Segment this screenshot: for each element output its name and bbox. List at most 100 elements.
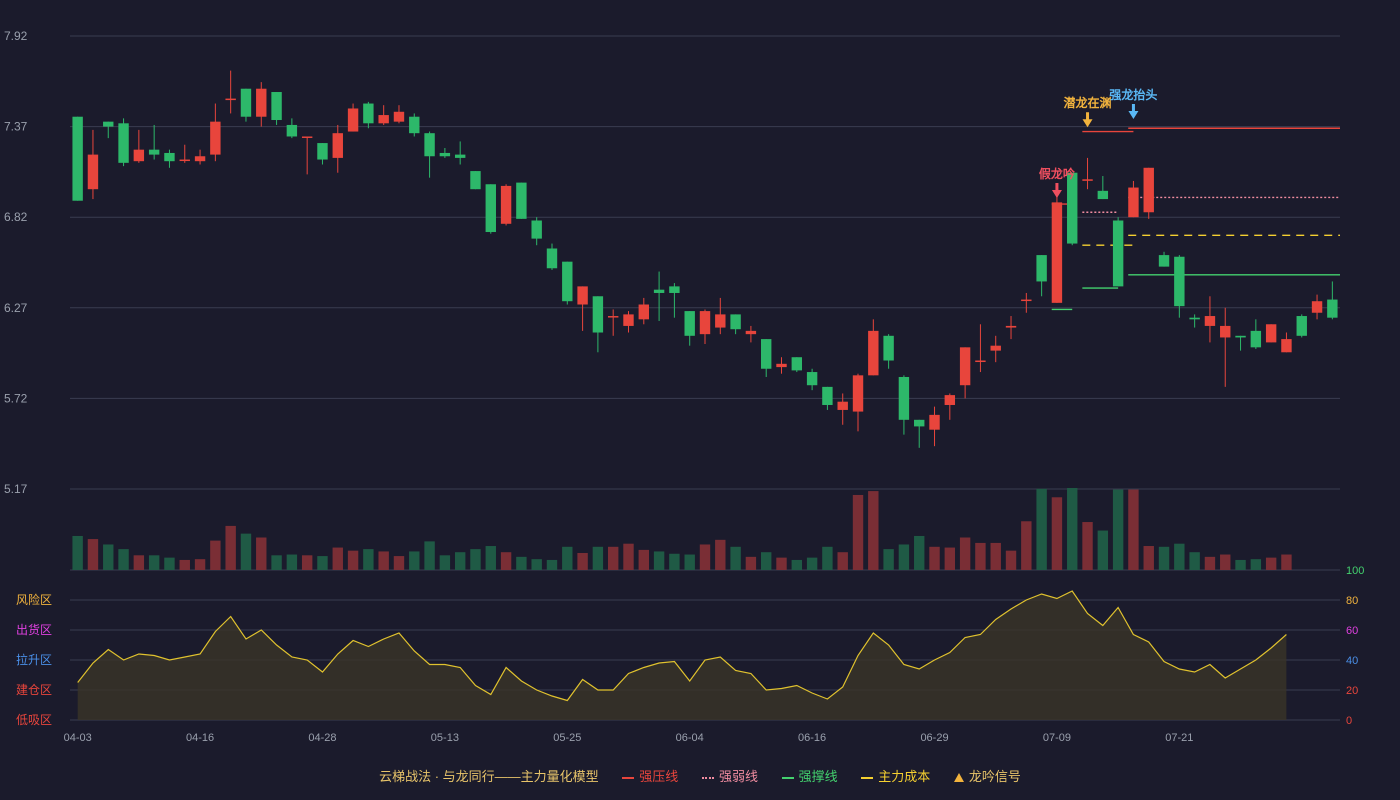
legend-item-pressure-line[interactable]: 强压线 (622, 766, 678, 785)
candle-body (179, 159, 190, 162)
volume-bar (347, 550, 359, 570)
candle-body (1296, 316, 1307, 336)
zone-label: 拉升区 (16, 652, 52, 667)
candle-body (1235, 335, 1246, 338)
triangle-icon (953, 773, 964, 783)
candle-body (1204, 316, 1216, 326)
volume-bar (776, 557, 787, 570)
price-tick-label: 6.82 (4, 210, 28, 224)
candle-body (898, 376, 910, 420)
candle-body (776, 363, 787, 368)
indicator-tick-label: 60 (1346, 625, 1358, 637)
volume-bar (577, 552, 588, 570)
volume-bar (500, 552, 512, 570)
volume-bar (393, 556, 405, 570)
date-tick-label: 06-16 (798, 732, 826, 744)
candle-body (148, 149, 160, 155)
candle-body (562, 261, 573, 302)
candle-body (959, 347, 971, 386)
volume-bar (944, 547, 956, 570)
indicator-tick-label: 80 (1346, 595, 1358, 607)
volume-bar (669, 553, 680, 570)
volume-bar (118, 549, 129, 570)
indicator-tick-label: 100 (1346, 565, 1364, 577)
candle-body (164, 152, 175, 162)
candle-body (393, 111, 405, 122)
volume-bar (1021, 521, 1032, 570)
legend-item-support-line[interactable]: 强撑线 (781, 766, 838, 785)
dashed-line-icon (861, 776, 874, 779)
candle-body (868, 330, 879, 376)
volume-bar (791, 559, 803, 570)
volume-bar (1051, 497, 1063, 570)
candle-body (684, 311, 695, 336)
volume-bar (883, 549, 894, 570)
date-tick-label: 06-29 (920, 732, 948, 744)
volume-bar (975, 542, 986, 570)
candle-body (363, 103, 374, 124)
zone-label: 建仓区 (16, 683, 52, 697)
volume-bar (133, 555, 145, 570)
candle-body (133, 149, 145, 162)
candle-body (944, 395, 956, 405)
candle-body (1067, 172, 1078, 244)
signal-label: 假龙吟 (1039, 166, 1075, 181)
volume-bar (1143, 546, 1154, 570)
volume-bar (454, 552, 466, 570)
legend-title: 云梯战法 · 与龙同行——主力量化模型 (379, 769, 599, 784)
volume-bar (1082, 522, 1093, 570)
legend-item-weak-line[interactable]: 强弱线 (701, 766, 758, 785)
candle-body (118, 123, 129, 163)
candle-body (1158, 255, 1170, 267)
volume-bar (1067, 488, 1078, 570)
volume-bar (607, 546, 619, 570)
volume-bar (562, 546, 573, 570)
legend-item-dragon-signal[interactable]: 龙吟信号 (953, 766, 1021, 785)
legend-label: 主力成本 (878, 769, 931, 784)
solid-line-icon (781, 776, 794, 779)
date-tick-label: 04-16 (186, 732, 214, 744)
volume-bar (898, 544, 910, 570)
candle-body (485, 184, 496, 233)
date-tick-label: 07-09 (1043, 732, 1071, 744)
volume-bar (868, 491, 879, 570)
candle-body (806, 372, 818, 386)
candle-body (72, 116, 83, 201)
candle-body (87, 154, 99, 190)
volume-bar (256, 537, 267, 570)
volume-bar (1220, 554, 1231, 570)
price-tick-label: 5.17 (4, 482, 28, 496)
candle-body (837, 401, 848, 410)
volume-bar (1112, 489, 1124, 570)
candle-body (531, 220, 542, 239)
grid-lines (70, 35, 1340, 721)
date-tick-label: 06-04 (676, 732, 704, 744)
candle-body (378, 115, 389, 124)
volume-bar (929, 546, 940, 570)
signal-label: 潜龙在渊 (1064, 95, 1112, 110)
arrow-down-icon (1051, 183, 1062, 199)
candle-body (638, 304, 649, 320)
volume-bar (715, 539, 726, 570)
date-tick-label: 07-21 (1165, 732, 1193, 744)
volume-bar (822, 546, 833, 570)
date-tick-label: 04-03 (64, 732, 92, 744)
volume-bar (1097, 530, 1109, 570)
candle-body (852, 375, 864, 412)
candle-body (1128, 187, 1139, 218)
legend-item-main-cost[interactable]: 主力成本 (861, 766, 930, 785)
candle-body (822, 386, 833, 405)
volume-bar (638, 549, 649, 570)
candle-body (975, 360, 986, 363)
candlesticks (72, 70, 1338, 448)
candle-body (256, 88, 267, 117)
zone-label: 低吸区 (16, 713, 52, 727)
volume-bar (1158, 546, 1170, 570)
indicator-tick-label: 40 (1346, 655, 1358, 667)
indicator-tick-label: 20 (1346, 685, 1358, 697)
volume-bar (745, 556, 757, 570)
volume-bar (317, 556, 328, 570)
volume-bar (148, 555, 160, 570)
volume-bar (164, 557, 175, 570)
